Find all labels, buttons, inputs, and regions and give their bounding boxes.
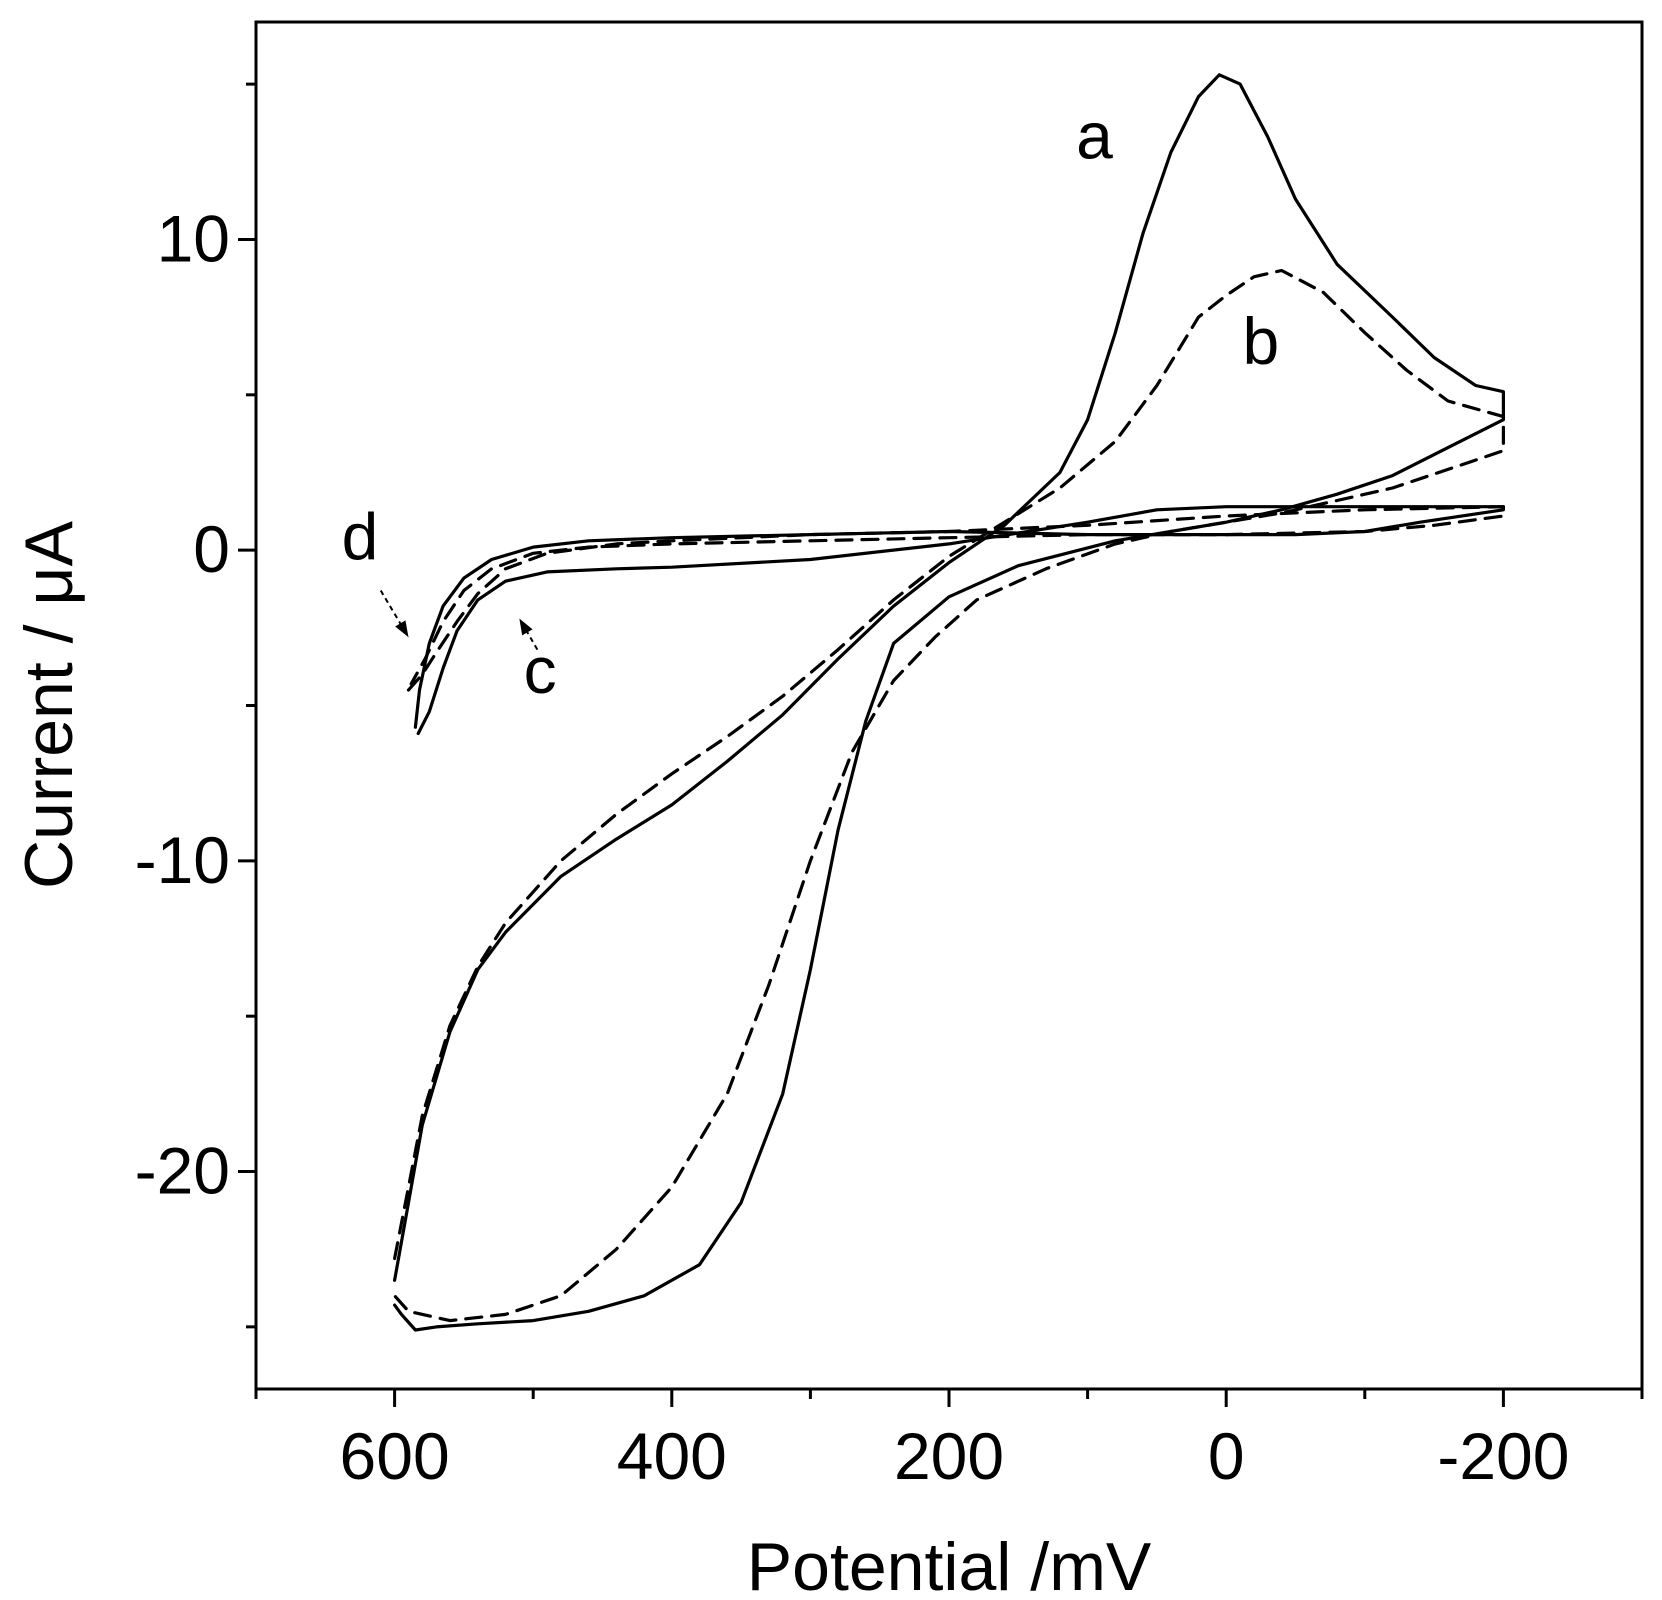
x-tick-label-4: -200 [1437,1419,1569,1493]
x-axis-label: Potential /mV [747,1529,1152,1600]
y-axis-label: Current / μA [11,520,87,889]
y-tick-label-2: -10 [135,823,230,897]
curve-label-b: b [1242,304,1279,378]
y-tick-label-1: 0 [193,512,230,586]
axis-ticks: 600 400 200 0 -200 10 0 -10 -20 [135,82,1644,1493]
y-tick-label-3: -20 [135,1134,230,1208]
curve-label-a: a [1076,99,1113,173]
curve-label-d: d [342,499,379,573]
plot-frame [254,20,1644,1391]
x-tick-label-2: 200 [894,1419,1004,1493]
curve-a [393,73,1505,1332]
curve-b [393,268,1505,1323]
arrow-head-d [395,620,409,638]
annotation-group: a b c d [342,99,1280,707]
x-tick-label-1: 400 [617,1419,727,1493]
curve-group [393,73,1505,1332]
arrow-head-c [519,618,533,636]
curve-c [413,505,1505,736]
x-tick-label-3: 0 [1208,1419,1245,1493]
curve-d [406,505,1505,692]
y-tick-label-0: 10 [157,201,230,275]
x-tick-label-0: 600 [340,1419,450,1493]
curve-label-c: c [524,633,557,707]
